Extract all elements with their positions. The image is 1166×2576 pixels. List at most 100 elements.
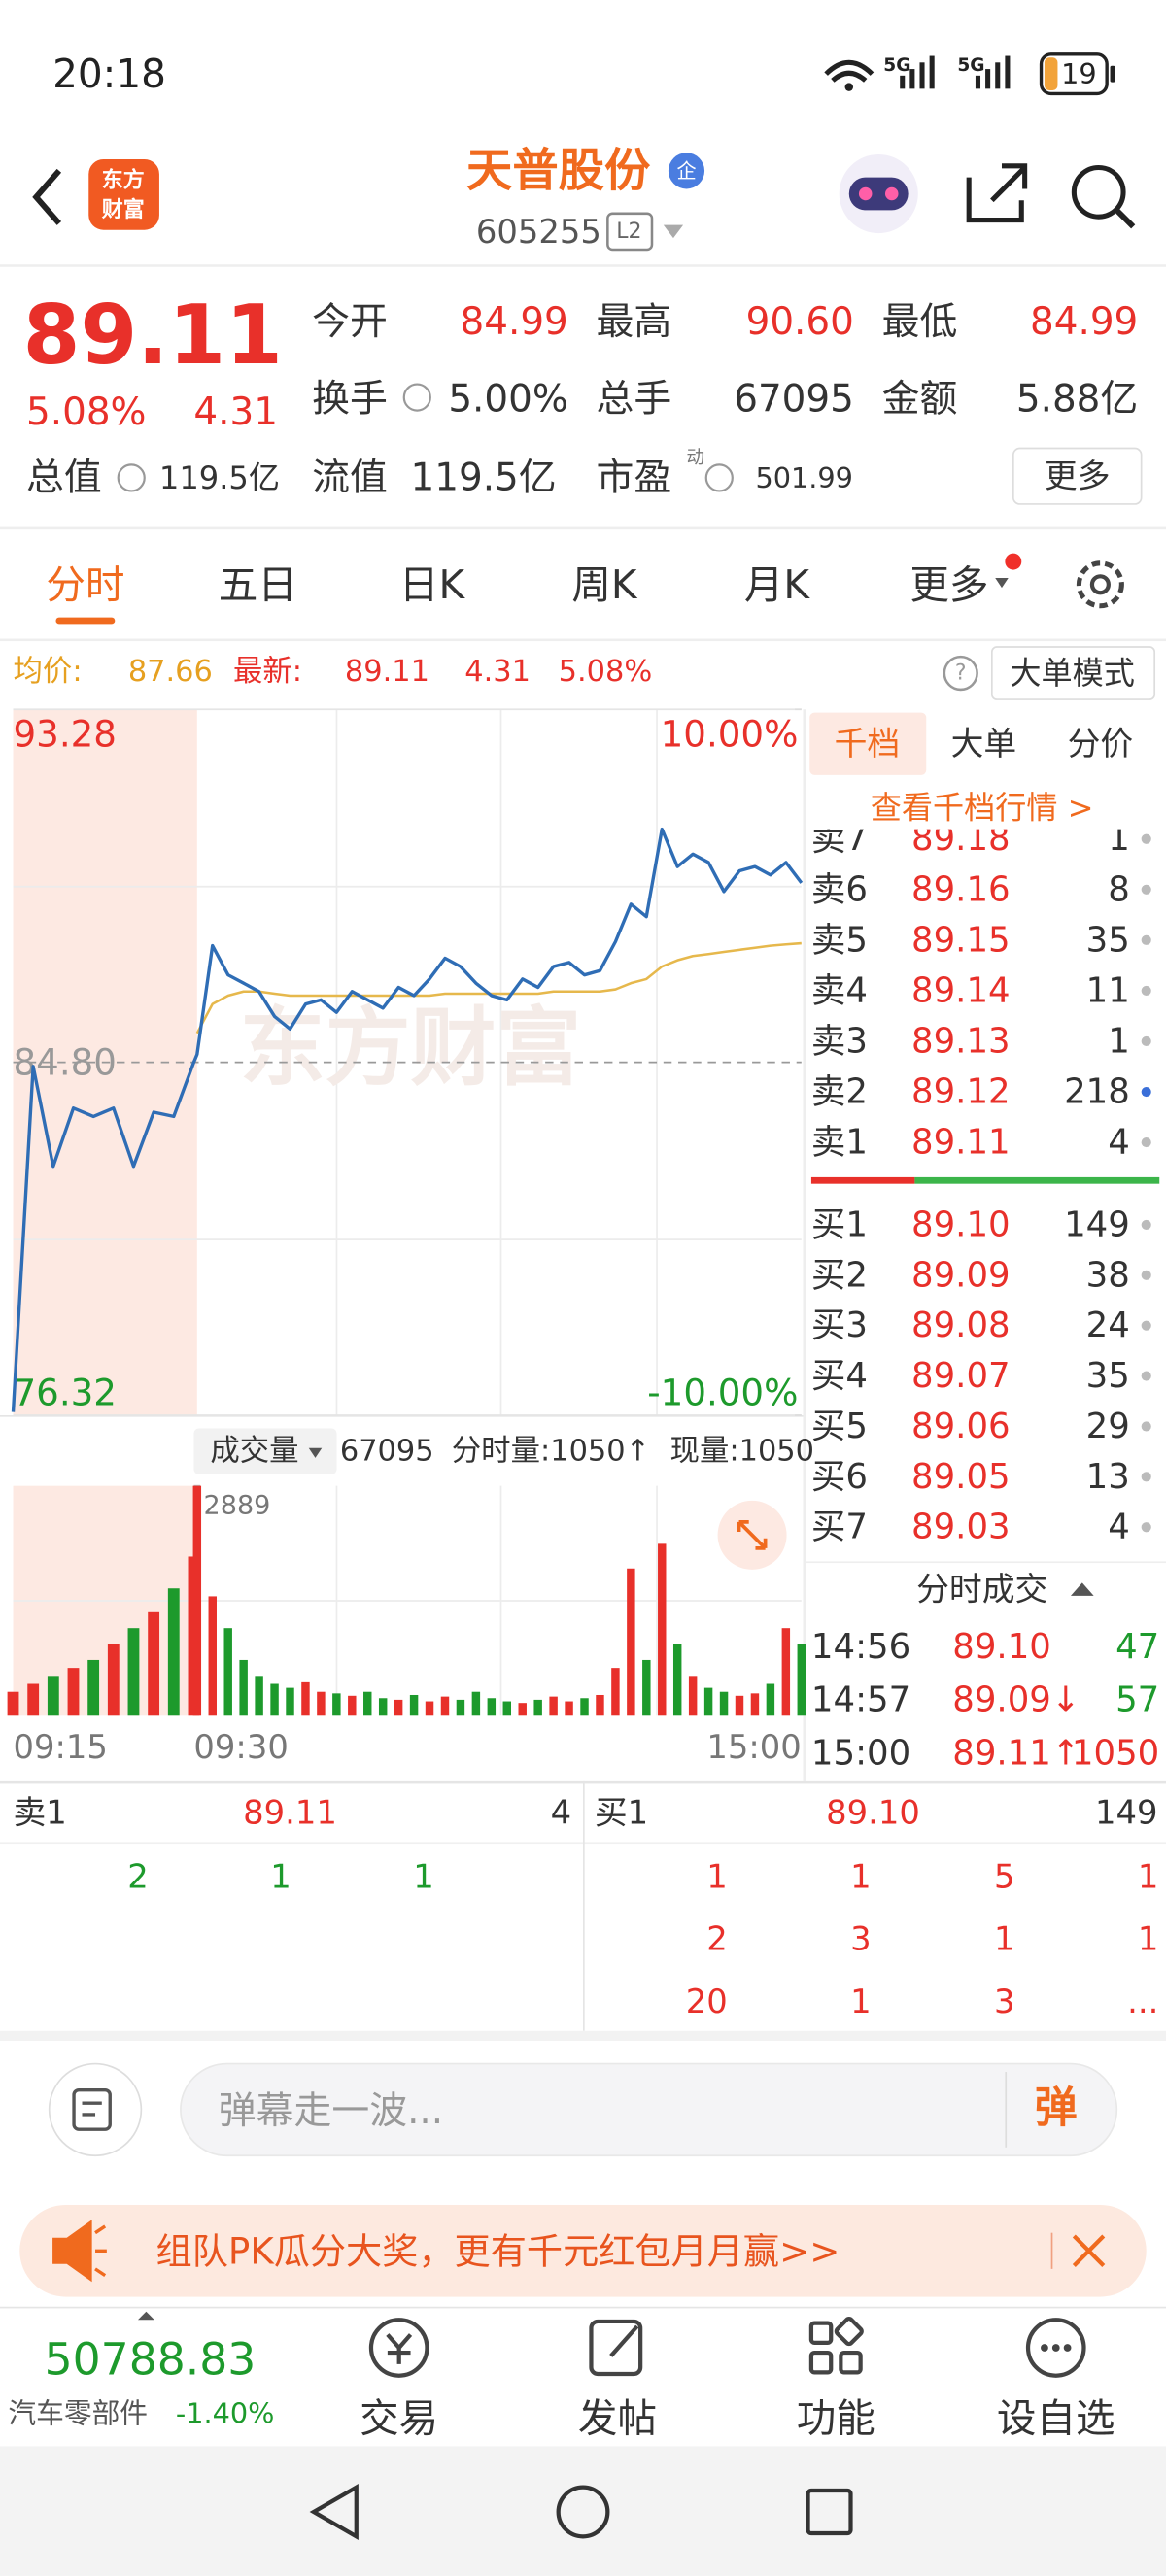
tab[interactable]: 周K (571, 561, 638, 608)
nav-back[interactable] (309, 2483, 359, 2541)
book-qty: 4 (1108, 1508, 1130, 1547)
book-qty: 1 (1108, 819, 1130, 859)
badge: 企 (676, 159, 696, 183)
depth-link[interactable]: 查看千档行情 > (871, 790, 1094, 827)
x-tick-label: 09:30 (193, 1728, 288, 1766)
divider (803, 709, 806, 1781)
book-tab[interactable]: 千档 (835, 725, 901, 763)
book-tab[interactable]: 分价 (1068, 725, 1134, 763)
volume-bar (425, 1701, 434, 1716)
more-button[interactable] (1012, 447, 1143, 505)
queue-qty: ... (1127, 1983, 1158, 2020)
tab[interactable]: 日K (399, 561, 466, 608)
close-banner[interactable] (1072, 2234, 1106, 2267)
volume-bar (348, 1695, 357, 1716)
tab[interactable]: 月K (744, 561, 811, 608)
info-icon[interactable] (117, 463, 146, 492)
volume-bar (440, 1696, 450, 1716)
tab[interactable]: 五日 (219, 561, 297, 608)
volume-bar (487, 1698, 497, 1716)
book-tab[interactable]: 大单 (951, 725, 1017, 763)
average-line (195, 941, 802, 1034)
book-price: 89.18 (911, 819, 1011, 859)
queue-qty: 20 (686, 1983, 728, 2020)
volume-bar (208, 1596, 217, 1716)
nav-item[interactable]: 设自选 (997, 2395, 1115, 2442)
divider (0, 2030, 1166, 2041)
assistant-avatar[interactable] (839, 153, 918, 234)
book-level: 卖2 (811, 1072, 868, 1112)
help-icon[interactable] (943, 655, 978, 692)
danmaku-button[interactable]: 弹 (1035, 2084, 1078, 2133)
queue-qty: 2 (706, 1920, 728, 1958)
search-button[interactable] (1071, 164, 1136, 229)
queue-qty: 3 (850, 1920, 872, 1958)
queue-qty: 1 (850, 1857, 872, 1895)
share-button[interactable] (966, 163, 1028, 223)
volume-bar (672, 1644, 682, 1716)
stat-value: 501.99 (755, 461, 853, 494)
book-dot (1141, 1472, 1151, 1482)
volume-bar (502, 1701, 512, 1716)
info-icon[interactable] (704, 463, 734, 492)
nav-home[interactable] (556, 2485, 610, 2539)
trades-toggle (1070, 1582, 1094, 1596)
volume-total: 67095 (340, 1435, 434, 1469)
volume-bar (223, 1628, 232, 1716)
code-dropdown[interactable] (663, 224, 684, 239)
volume-bar (580, 1698, 589, 1716)
tab[interactable]: 更多 (909, 561, 988, 608)
book-dot (1141, 833, 1151, 844)
info-icon[interactable] (402, 383, 431, 412)
stat-value: 5.00% (448, 377, 567, 421)
volume-selector[interactable] (193, 1428, 337, 1474)
book-qty: 35 (1086, 920, 1130, 960)
status-icons: 5G 5G (824, 52, 1115, 96)
volume-bar (192, 1485, 202, 1716)
book-qty: 4 (1108, 1123, 1130, 1163)
volume-bar (255, 1676, 263, 1716)
book-dot (1141, 1421, 1151, 1432)
nav-item[interactable]: 发帖 (578, 2395, 657, 2442)
comment-settings-button[interactable] (48, 2062, 143, 2157)
volume-bar (533, 1699, 542, 1716)
volume-bar (27, 1683, 40, 1716)
y-tick-label: 93.28 (14, 713, 117, 756)
trade-qty: 1050 (1072, 1734, 1159, 1774)
stat-label: 最低 (882, 300, 958, 344)
book-qty: 29 (1086, 1407, 1130, 1446)
help-icon-glyph: ? (955, 661, 967, 686)
back-button[interactable] (32, 168, 62, 225)
more-dots (1041, 2344, 1072, 2352)
volume-bar (471, 1691, 481, 1716)
volume-bar (317, 1691, 326, 1716)
mode-label: 大单模式 (1010, 655, 1134, 692)
book-dot (1141, 1137, 1151, 1148)
app-logo (88, 159, 159, 230)
nav-recent[interactable] (806, 2488, 853, 2536)
trade-time: 15:00 (811, 1734, 910, 1774)
book-dot (1141, 884, 1151, 895)
nav-item[interactable]: 功能 (797, 2395, 875, 2442)
comment-input[interactable] (180, 2062, 1118, 2157)
mode-button[interactable] (991, 646, 1156, 700)
volume-bar (456, 1699, 465, 1716)
volume-bar (148, 1611, 160, 1716)
more-button-label: 更多 (1045, 458, 1111, 495)
volume-bar (67, 1668, 80, 1716)
divider (0, 264, 1166, 267)
promo-banner[interactable] (19, 2204, 1147, 2297)
bid-pressure (914, 1176, 1160, 1184)
stat-value: 5.88亿 (1016, 377, 1138, 421)
book-qty: 13 (1086, 1457, 1130, 1497)
volume-bar (735, 1695, 744, 1716)
nav-item[interactable]: 交易 (360, 2395, 438, 2442)
volume-bar (781, 1628, 791, 1716)
volume-bar (797, 1644, 806, 1716)
latest-price: 89.11 (345, 655, 429, 689)
index-toggle[interactable] (137, 2311, 154, 2321)
expand-button[interactable] (717, 1500, 787, 1570)
settings-button[interactable] (1076, 560, 1124, 609)
tab[interactable]: 分时 (46, 561, 124, 608)
